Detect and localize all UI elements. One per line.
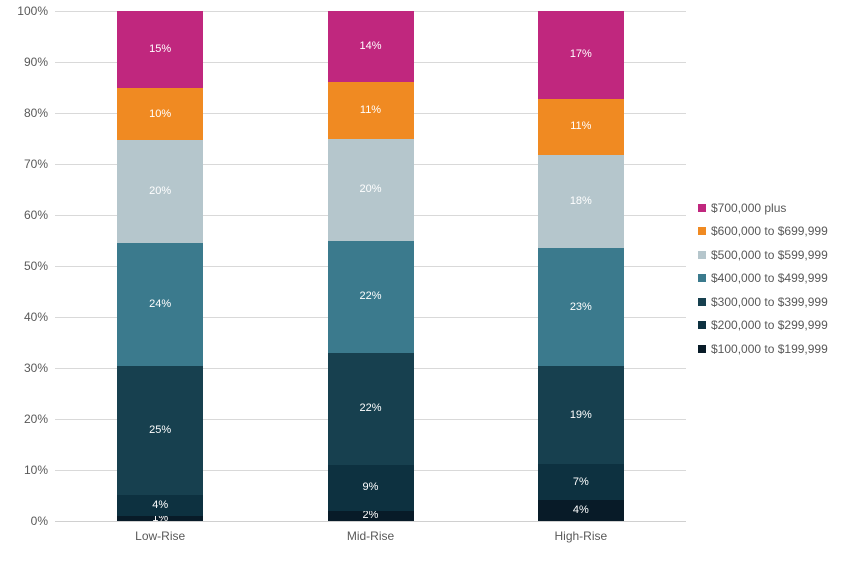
- legend-label: $700,000 plus: [711, 200, 787, 215]
- data-label: 15%: [149, 43, 172, 56]
- bar-high-rise: 4% 7% 19% 23% 18% 11% 17%: [537, 11, 624, 521]
- y-tick-label: 90%: [23, 55, 48, 69]
- y-tick-label: 20%: [23, 412, 48, 426]
- legend-swatch-icon: [698, 344, 706, 353]
- segment: 2%: [327, 509, 414, 522]
- segment: 1%: [117, 511, 204, 524]
- legend-item: $100,000 to $199,999: [698, 337, 847, 361]
- segment: 25%: [117, 366, 204, 496]
- legend-label: $600,000 to $699,999: [711, 224, 828, 239]
- legend-swatch-icon: [698, 227, 706, 236]
- segment: 7%: [537, 464, 624, 501]
- x-category-label: Low-Rise: [135, 529, 186, 543]
- data-label: 9%: [362, 481, 379, 494]
- legend-swatch-icon: [698, 203, 706, 212]
- segment: 22%: [327, 352, 414, 465]
- segment: 17%: [537, 11, 624, 99]
- y-tick-label: 40%: [23, 310, 48, 324]
- data-label: 18%: [569, 195, 592, 208]
- legend-item: $600,000 to $699,999: [698, 220, 847, 244]
- data-label: 11%: [570, 120, 592, 133]
- data-label: 20%: [359, 183, 382, 196]
- y-tick-label: 80%: [23, 106, 48, 120]
- segment: 4%: [117, 495, 204, 516]
- x-category-label: High-Rise: [554, 529, 608, 543]
- legend-swatch-icon: [698, 274, 706, 283]
- segment: 14%: [327, 11, 414, 83]
- x-category-label: Mid-Rise: [346, 529, 395, 543]
- data-label: 14%: [359, 40, 382, 53]
- legend-label: $500,000 to $599,999: [711, 247, 828, 262]
- segment: 22%: [327, 240, 414, 353]
- legend-label: $100,000 to $199,999: [711, 341, 828, 356]
- legend-swatch-icon: [698, 250, 706, 259]
- y-tick-label: 100%: [17, 4, 48, 18]
- gridline: [55, 10, 686, 12]
- segment: 10%: [117, 88, 204, 140]
- data-label: 19%: [569, 408, 592, 421]
- data-label: 24%: [149, 298, 172, 311]
- segment: 9%: [327, 464, 414, 511]
- segment: 23%: [537, 248, 624, 367]
- segment: 11%: [327, 82, 414, 139]
- y-tick-label: 60%: [23, 208, 48, 222]
- segment: 20%: [327, 138, 414, 241]
- data-label: 23%: [569, 300, 592, 313]
- data-label: 4%: [572, 504, 589, 517]
- y-tick-label: 50%: [23, 259, 48, 273]
- y-tick-label: 30%: [23, 361, 48, 375]
- legend-label: $300,000 to $399,999: [711, 294, 828, 309]
- data-label: 1%: [152, 511, 169, 524]
- data-label: 20%: [149, 184, 172, 197]
- y-tick-label: 0%: [30, 514, 48, 528]
- bar-low-rise: 1% 4% 25% 24% 20% 10% 15%: [117, 11, 204, 524]
- legend-item: $700,000 plus: [698, 196, 847, 220]
- data-label: 22%: [359, 402, 382, 415]
- legend-label: $200,000 to $299,999: [711, 318, 828, 333]
- data-label: 4%: [152, 499, 169, 512]
- y-tick-label: 70%: [23, 157, 48, 171]
- legend-item: $200,000 to $299,999: [698, 314, 847, 338]
- x-axis-labels: Low-Rise Mid-Rise High-Rise: [55, 529, 686, 547]
- data-label: 22%: [359, 290, 382, 303]
- data-label: 10%: [149, 107, 172, 120]
- bar-mid-rise: 2% 9% 22% 22% 20% 11% 14%: [327, 11, 414, 522]
- segment: 24%: [117, 242, 204, 367]
- segment: 20%: [117, 139, 204, 243]
- segment: 11%: [537, 98, 624, 156]
- legend: $700,000 plus $600,000 to $699,999 $500,00…: [698, 196, 847, 361]
- data-label: 7%: [572, 475, 589, 488]
- data-label: 11%: [359, 104, 382, 116]
- legend-label: $400,000 to $499,999: [711, 271, 828, 286]
- y-tick-label: 10%: [23, 463, 48, 477]
- legend-swatch-icon: [698, 297, 706, 306]
- segment: 19%: [537, 366, 624, 465]
- data-label: 2%: [362, 509, 379, 522]
- legend-swatch-icon: [698, 321, 706, 330]
- legend-item: $500,000 to $599,999: [698, 243, 847, 267]
- legend-item: $400,000 to $499,999: [698, 267, 847, 291]
- legend-item: $300,000 to $399,999: [698, 290, 847, 314]
- plot-area: 1% 4% 25% 24% 20% 10% 15% 2% 9% 22% 22% 20% 11% 14% 4%…: [55, 10, 686, 524]
- segment: 4%: [537, 500, 624, 521]
- data-label: 25%: [149, 424, 172, 437]
- y-axis: 0% 10% 20% 30% 40% 50% 60% 70% 80% 90% 100%: [0, 4, 48, 528]
- data-label: 17%: [569, 48, 592, 61]
- segment: 15%: [117, 11, 204, 89]
- segment: 18%: [537, 155, 624, 248]
- x-axis-line: [55, 520, 686, 522]
